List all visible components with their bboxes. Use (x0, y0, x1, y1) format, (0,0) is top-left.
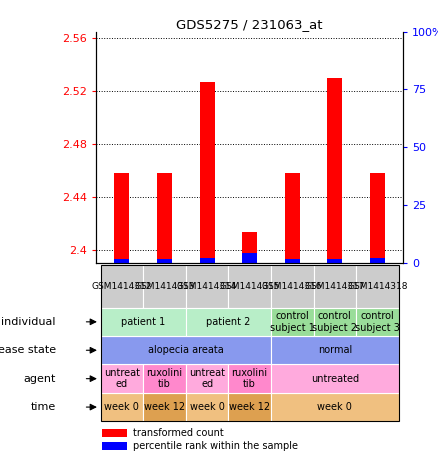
Bar (157, 173, 172, 263)
Text: untreated: untreated (311, 374, 359, 384)
Bar (228, 265, 271, 308)
Text: untreat
ed: untreat ed (189, 368, 225, 390)
Text: percentile rank within the sample: percentile rank within the sample (133, 441, 298, 451)
Text: ruxolini
tib: ruxolini tib (146, 368, 183, 390)
Bar (101, 308, 186, 336)
Bar (228, 365, 271, 393)
Bar (314, 265, 356, 308)
Text: disease state: disease state (0, 345, 56, 355)
Bar (327, 78, 342, 263)
Bar (186, 265, 228, 308)
Text: normal: normal (318, 345, 352, 355)
Bar (228, 393, 271, 421)
Bar (101, 265, 143, 308)
Text: GSM1414316: GSM1414316 (262, 282, 322, 291)
Bar (271, 265, 314, 308)
Bar (157, 259, 172, 263)
Text: control
subject 3: control subject 3 (355, 311, 400, 333)
Bar (356, 308, 399, 336)
Text: time: time (31, 402, 56, 412)
Bar (186, 393, 228, 421)
Text: GSM1414317: GSM1414317 (304, 282, 365, 291)
Bar (101, 393, 143, 421)
Bar (285, 173, 300, 263)
Text: agent: agent (24, 374, 56, 384)
Bar (143, 265, 186, 308)
Text: transformed count: transformed count (133, 428, 224, 438)
Bar (370, 173, 385, 263)
Text: alopecia areata: alopecia areata (148, 345, 224, 355)
Text: week 12: week 12 (229, 402, 270, 412)
Text: week 0: week 0 (190, 402, 225, 412)
Bar (101, 365, 143, 393)
Text: ruxolini
tib: ruxolini tib (232, 368, 268, 390)
Bar (200, 258, 215, 263)
Bar (271, 308, 314, 336)
Text: patient 1: patient 1 (121, 317, 165, 327)
Text: GSM1414314: GSM1414314 (177, 282, 237, 291)
Bar (356, 265, 399, 308)
Bar (102, 429, 127, 437)
Bar (143, 365, 186, 393)
Bar (327, 259, 342, 263)
Text: untreat
ed: untreat ed (104, 368, 140, 390)
Bar (242, 254, 257, 263)
Bar (114, 259, 129, 263)
Bar (314, 308, 356, 336)
Text: control
subject 2: control subject 2 (312, 311, 357, 333)
Text: GSM1414315: GSM1414315 (219, 282, 280, 291)
Text: GSM1414312: GSM1414312 (92, 282, 152, 291)
Bar (102, 442, 127, 450)
Text: week 12: week 12 (144, 402, 185, 412)
Text: GSM1414318: GSM1414318 (347, 282, 408, 291)
Bar (242, 232, 257, 263)
Bar (271, 336, 399, 365)
Bar (186, 308, 271, 336)
Text: week 0: week 0 (105, 402, 139, 412)
Text: patient 2: patient 2 (206, 317, 251, 327)
Bar (143, 393, 186, 421)
Bar (285, 259, 300, 263)
Bar (101, 336, 271, 365)
Bar (370, 258, 385, 263)
Title: GDS5275 / 231063_at: GDS5275 / 231063_at (177, 18, 323, 30)
Bar (186, 365, 228, 393)
Text: control
subject 1: control subject 1 (270, 311, 314, 333)
Text: individual: individual (1, 317, 56, 327)
Bar (271, 393, 399, 421)
Bar (271, 365, 399, 393)
Text: GSM1414313: GSM1414313 (134, 282, 195, 291)
Bar (200, 82, 215, 263)
Bar (114, 173, 129, 263)
Text: week 0: week 0 (318, 402, 352, 412)
